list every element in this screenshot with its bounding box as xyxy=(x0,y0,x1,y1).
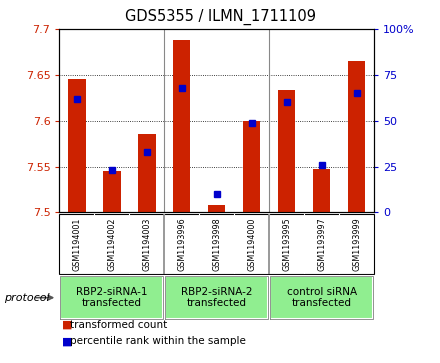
Text: GSM1193996: GSM1193996 xyxy=(177,217,186,271)
Text: ■: ■ xyxy=(62,336,72,346)
Text: GSM1194002: GSM1194002 xyxy=(107,217,116,271)
Text: RBP2-siRNA-2
transfected: RBP2-siRNA-2 transfected xyxy=(181,287,253,309)
Bar xyxy=(348,61,365,212)
Bar xyxy=(243,121,260,212)
Text: GDS5355 / ILMN_1711109: GDS5355 / ILMN_1711109 xyxy=(125,9,315,25)
FancyBboxPatch shape xyxy=(165,276,268,319)
FancyBboxPatch shape xyxy=(270,276,373,319)
Text: GSM1194003: GSM1194003 xyxy=(142,217,151,271)
Bar xyxy=(313,169,330,212)
Text: transformed count: transformed count xyxy=(70,320,168,330)
Text: control siRNA
transfected: control siRNA transfected xyxy=(286,287,357,309)
Text: GSM1193995: GSM1193995 xyxy=(282,217,291,271)
FancyBboxPatch shape xyxy=(60,276,163,319)
Text: GSM1194000: GSM1194000 xyxy=(247,217,256,271)
Bar xyxy=(208,205,225,212)
Bar xyxy=(173,40,191,212)
Text: GSM1193998: GSM1193998 xyxy=(212,217,221,271)
Bar xyxy=(103,171,121,212)
Bar xyxy=(138,134,155,212)
Text: ■: ■ xyxy=(62,320,72,330)
Bar xyxy=(68,79,86,212)
Text: percentile rank within the sample: percentile rank within the sample xyxy=(70,336,246,346)
Text: GSM1193999: GSM1193999 xyxy=(352,217,361,271)
Text: protocol: protocol xyxy=(4,293,50,303)
Text: RBP2-siRNA-1
transfected: RBP2-siRNA-1 transfected xyxy=(76,287,147,309)
Text: GSM1193997: GSM1193997 xyxy=(317,217,326,271)
Text: GSM1194001: GSM1194001 xyxy=(72,217,81,271)
Bar xyxy=(278,90,295,212)
